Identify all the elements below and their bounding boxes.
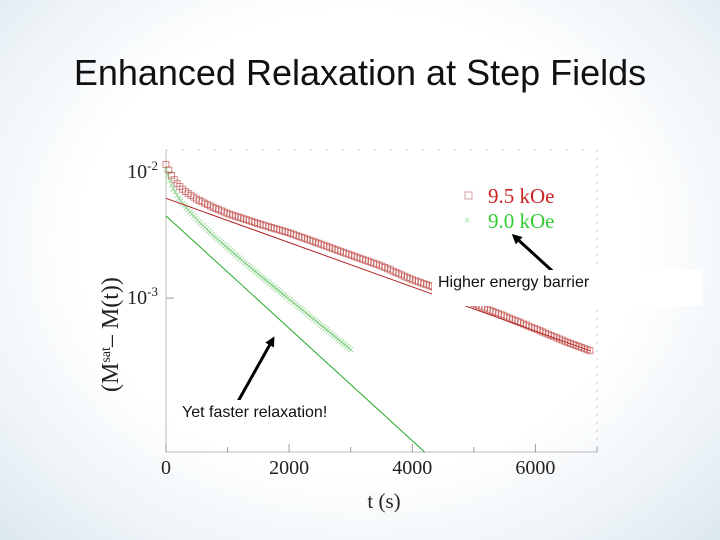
slide-title: Enhanced Relaxation at Step Fields <box>73 52 647 93</box>
x-marker-stroke <box>165 172 171 179</box>
fit-lines <box>165 197 592 453</box>
data-point-9.5 <box>586 347 594 355</box>
data-point-9.0 <box>163 166 169 173</box>
y-axis-label: (Msat– M(t)) <box>98 277 124 392</box>
x-tick-label: 0 <box>161 457 171 479</box>
legend-x-marker: × <box>464 215 470 227</box>
x-tick-label: 4000 <box>392 457 432 479</box>
y-tick-label: 10-2 <box>127 158 158 183</box>
legend-label-9.5: 9.5 kOe <box>488 184 555 208</box>
x-marker-stroke <box>172 189 179 195</box>
legend-label-9.0: 9.0 kOe <box>488 209 555 233</box>
fit-line-9.0 <box>165 215 425 453</box>
data-point-9.0 <box>166 177 173 184</box>
data-point-9.0 <box>168 182 175 188</box>
callout-faster-relaxation: Yet faster relaxation! <box>176 400 356 432</box>
data-point-9.0 <box>176 195 182 202</box>
data-point-9.0 <box>165 172 171 179</box>
fit-line-9.5 <box>165 197 592 352</box>
x-marker-stroke <box>176 195 182 202</box>
x-axis-label: t (s) <box>367 489 400 513</box>
x-marker-stroke <box>170 185 177 192</box>
data-point-9.0 <box>170 185 177 192</box>
data-point-9.0 <box>174 192 180 199</box>
svg-text:(Msat– M(t)): (Msat– M(t)) <box>98 277 124 392</box>
x-marker-stroke <box>163 166 169 173</box>
x-marker-stroke <box>177 198 184 204</box>
data-point-9.0 <box>347 346 354 353</box>
x-marker-stroke <box>168 182 175 188</box>
x-marker-stroke <box>174 192 180 199</box>
x-tick-labels: 0 2000 4000 6000 <box>161 457 555 479</box>
x-marker-stroke <box>347 346 354 353</box>
legend-square-marker <box>464 191 473 200</box>
y-tick-label: 10-3 <box>127 284 158 309</box>
arrow-to-green <box>234 336 275 406</box>
callout-higher-energy-barrier: Higher energy barrier <box>432 270 702 306</box>
x-tick-label: 2000 <box>269 457 309 479</box>
x-marker-stroke <box>166 177 173 184</box>
data-point-9.0 <box>172 189 179 195</box>
legend: 9.5 kOe × 9.0 kOe <box>464 184 555 233</box>
x-tick-label: 6000 <box>515 457 555 479</box>
data-point-9.0 <box>177 198 184 204</box>
plot-frame <box>165 149 598 453</box>
